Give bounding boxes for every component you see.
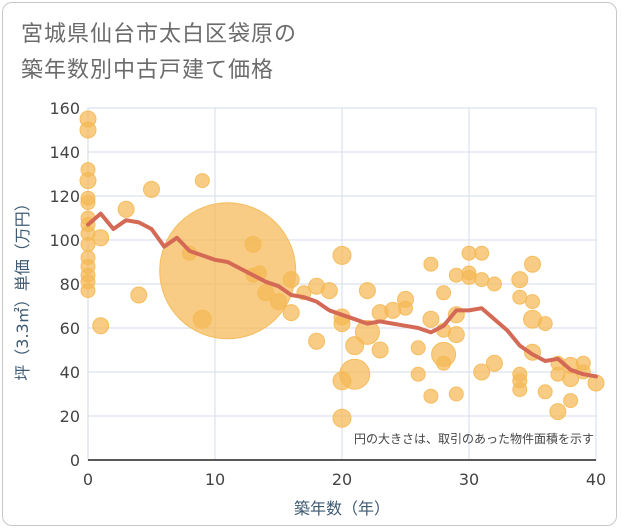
x-tick-label: 30 (459, 470, 479, 489)
data-bubble (436, 355, 452, 371)
x-tick-label: 40 (586, 470, 606, 489)
data-bubble (474, 245, 490, 261)
y-tick-label: 120 (49, 187, 80, 206)
data-bubble (563, 393, 579, 409)
y-tick-label: 40 (60, 363, 80, 382)
y-tick-label: 80 (60, 275, 80, 294)
x-tick-label: 20 (332, 470, 352, 489)
data-bubble (461, 245, 477, 261)
data-bubble (79, 121, 97, 139)
data-bubble (486, 276, 502, 292)
x-tick-label: 0 (83, 470, 93, 489)
data-bubble (339, 358, 371, 390)
data-bubble (257, 284, 275, 302)
data-bubble (474, 272, 490, 288)
data-bubble (537, 384, 553, 400)
data-bubble (549, 403, 567, 421)
data-bubble (130, 286, 148, 304)
data-bubble (320, 282, 338, 300)
y-tick-label: 20 (60, 407, 80, 426)
y-axis-label: 坪（3.3㎡）単価（万円） (13, 195, 32, 380)
data-bubble (79, 172, 97, 190)
tick-layer: 0 20 40 60 80 100 120 140 160 0 10 20 30 40 (49, 99, 606, 489)
y-tick-label: 0 (70, 451, 80, 470)
data-bubble (194, 173, 210, 189)
data-bubble (371, 341, 389, 359)
data-bubble (80, 283, 96, 299)
data-bubble (159, 202, 297, 340)
data-bubble (511, 271, 529, 289)
data-bubble (448, 386, 464, 402)
data-bubble (448, 267, 464, 283)
data-bubble (92, 317, 110, 335)
data-bubble (436, 285, 452, 301)
data-bubble (423, 388, 439, 404)
data-bubble (537, 316, 553, 332)
data-bubble (473, 363, 491, 381)
data-bubble (512, 289, 528, 305)
average-line-layer (86, 211, 598, 379)
data-bubble (410, 340, 426, 356)
data-bubble (512, 382, 528, 398)
y-tick-label: 160 (49, 99, 80, 118)
data-bubble (524, 255, 541, 273)
y-tick-label: 100 (49, 231, 80, 250)
data-bubble (308, 332, 326, 350)
chart-title-line-2: 築年数別中古戸建て価格 (21, 58, 275, 83)
data-bubble (461, 269, 477, 285)
data-bubble (332, 245, 352, 265)
y-tick-label: 140 (49, 143, 80, 162)
bubble-size-annotation: 円の大きさは、取引のあった物件面積を示す (354, 431, 594, 446)
data-bubble (117, 200, 135, 218)
data-bubble (447, 326, 465, 344)
chart-title: 宮城県仙台市太白区袋原の 築年数別中古戸建て価格 (21, 17, 297, 89)
data-bubble (358, 282, 376, 300)
y-tick-label: 60 (60, 319, 80, 338)
data-bubble (354, 319, 380, 345)
chart-title-line-1: 宮城県仙台市太白区袋原の (21, 22, 298, 47)
data-bubble (398, 300, 413, 316)
data-bubble (270, 293, 287, 311)
data-bubble (423, 256, 439, 272)
data-bubble (422, 310, 440, 328)
data-bubble (80, 195, 96, 211)
data-bubble (485, 354, 503, 372)
data-bubble (410, 366, 426, 382)
average-price-line (86, 211, 598, 379)
data-bubble (282, 304, 300, 322)
data-bubble (143, 180, 160, 198)
x-axis-label: 築年数（年） (294, 499, 390, 518)
data-bubble (282, 271, 300, 289)
data-bubble (244, 235, 262, 253)
data-bubble (92, 229, 110, 247)
data-bubble (332, 408, 352, 428)
x-tick-label: 10 (205, 470, 225, 489)
data-bubble (525, 294, 540, 310)
